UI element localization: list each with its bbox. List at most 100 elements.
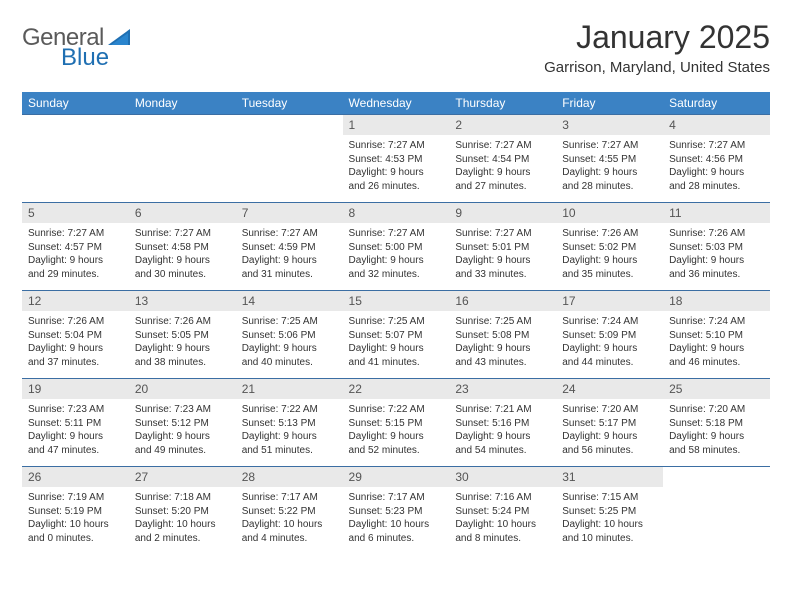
day-cell-25: 25Sunrise: 7:20 AMSunset: 5:18 PMDayligh… bbox=[663, 379, 770, 467]
day-cell-21: 21Sunrise: 7:22 AMSunset: 5:13 PMDayligh… bbox=[236, 379, 343, 467]
day-details: Sunrise: 7:25 AMSunset: 5:06 PMDaylight:… bbox=[236, 311, 343, 375]
day-number: 2 bbox=[449, 115, 556, 135]
day-number: 17 bbox=[556, 291, 663, 311]
title-block: January 2025 Garrison, Maryland, United … bbox=[544, 20, 770, 76]
day-cell-8: 8Sunrise: 7:27 AMSunset: 5:00 PMDaylight… bbox=[343, 203, 450, 291]
day-cell-15: 15Sunrise: 7:25 AMSunset: 5:07 PMDayligh… bbox=[343, 291, 450, 379]
calendar-row: 12Sunrise: 7:26 AMSunset: 5:04 PMDayligh… bbox=[22, 291, 770, 379]
day-number: 21 bbox=[236, 379, 343, 399]
weekday-friday: Friday bbox=[556, 92, 663, 115]
day-number: 24 bbox=[556, 379, 663, 399]
day-number: 13 bbox=[129, 291, 236, 311]
day-cell-2: 2Sunrise: 7:27 AMSunset: 4:54 PMDaylight… bbox=[449, 115, 556, 203]
day-number: 10 bbox=[556, 203, 663, 223]
day-number: 8 bbox=[343, 203, 450, 223]
day-cell-26: 26Sunrise: 7:19 AMSunset: 5:19 PMDayligh… bbox=[22, 467, 129, 555]
day-cell-17: 17Sunrise: 7:24 AMSunset: 5:09 PMDayligh… bbox=[556, 291, 663, 379]
day-details: Sunrise: 7:18 AMSunset: 5:20 PMDaylight:… bbox=[129, 487, 236, 551]
day-number: 11 bbox=[663, 203, 770, 223]
day-details: Sunrise: 7:27 AMSunset: 4:56 PMDaylight:… bbox=[663, 135, 770, 199]
weekday-monday: Monday bbox=[129, 92, 236, 115]
day-cell-14: 14Sunrise: 7:25 AMSunset: 5:06 PMDayligh… bbox=[236, 291, 343, 379]
weekday-sunday: Sunday bbox=[22, 92, 129, 115]
day-cell-30: 30Sunrise: 7:16 AMSunset: 5:24 PMDayligh… bbox=[449, 467, 556, 555]
brand-part2-wrap: Blue bbox=[61, 44, 109, 72]
day-number: 20 bbox=[129, 379, 236, 399]
day-cell-27: 27Sunrise: 7:18 AMSunset: 5:20 PMDayligh… bbox=[129, 467, 236, 555]
day-details: Sunrise: 7:19 AMSunset: 5:19 PMDaylight:… bbox=[22, 487, 129, 551]
day-details: Sunrise: 7:15 AMSunset: 5:25 PMDaylight:… bbox=[556, 487, 663, 551]
day-details: Sunrise: 7:27 AMSunset: 4:59 PMDaylight:… bbox=[236, 223, 343, 287]
day-number: 7 bbox=[236, 203, 343, 223]
day-details: Sunrise: 7:26 AMSunset: 5:03 PMDaylight:… bbox=[663, 223, 770, 287]
day-number: 30 bbox=[449, 467, 556, 487]
day-details: Sunrise: 7:22 AMSunset: 5:13 PMDaylight:… bbox=[236, 399, 343, 463]
day-cell-22: 22Sunrise: 7:22 AMSunset: 5:15 PMDayligh… bbox=[343, 379, 450, 467]
calendar-row: 5Sunrise: 7:27 AMSunset: 4:57 PMDaylight… bbox=[22, 203, 770, 291]
day-details: Sunrise: 7:20 AMSunset: 5:17 PMDaylight:… bbox=[556, 399, 663, 463]
day-details: Sunrise: 7:20 AMSunset: 5:18 PMDaylight:… bbox=[663, 399, 770, 463]
day-cell-7: 7Sunrise: 7:27 AMSunset: 4:59 PMDaylight… bbox=[236, 203, 343, 291]
day-number: 1 bbox=[343, 115, 450, 135]
day-cell-6: 6Sunrise: 7:27 AMSunset: 4:58 PMDaylight… bbox=[129, 203, 236, 291]
day-cell-31: 31Sunrise: 7:15 AMSunset: 5:25 PMDayligh… bbox=[556, 467, 663, 555]
day-number: 9 bbox=[449, 203, 556, 223]
month-title: January 2025 bbox=[544, 20, 770, 55]
day-cell-20: 20Sunrise: 7:23 AMSunset: 5:12 PMDayligh… bbox=[129, 379, 236, 467]
day-number: 15 bbox=[343, 291, 450, 311]
day-number: 6 bbox=[129, 203, 236, 223]
brand-triangle-icon bbox=[108, 27, 130, 50]
weekday-row: SundayMondayTuesdayWednesdayThursdayFrid… bbox=[22, 92, 770, 115]
calendar-row: 19Sunrise: 7:23 AMSunset: 5:11 PMDayligh… bbox=[22, 379, 770, 467]
day-cell-23: 23Sunrise: 7:21 AMSunset: 5:16 PMDayligh… bbox=[449, 379, 556, 467]
day-cell-1: 1Sunrise: 7:27 AMSunset: 4:53 PMDaylight… bbox=[343, 115, 450, 203]
day-cell-4: 4Sunrise: 7:27 AMSunset: 4:56 PMDaylight… bbox=[663, 115, 770, 203]
day-cell-13: 13Sunrise: 7:26 AMSunset: 5:05 PMDayligh… bbox=[129, 291, 236, 379]
day-details: Sunrise: 7:26 AMSunset: 5:05 PMDaylight:… bbox=[129, 311, 236, 375]
location: Garrison, Maryland, United States bbox=[544, 59, 770, 76]
empty-cell bbox=[129, 115, 236, 203]
day-details: Sunrise: 7:27 AMSunset: 4:57 PMDaylight:… bbox=[22, 223, 129, 287]
day-details: Sunrise: 7:21 AMSunset: 5:16 PMDaylight:… bbox=[449, 399, 556, 463]
day-cell-29: 29Sunrise: 7:17 AMSunset: 5:23 PMDayligh… bbox=[343, 467, 450, 555]
day-details: Sunrise: 7:27 AMSunset: 4:53 PMDaylight:… bbox=[343, 135, 450, 199]
day-cell-19: 19Sunrise: 7:23 AMSunset: 5:11 PMDayligh… bbox=[22, 379, 129, 467]
day-number: 31 bbox=[556, 467, 663, 487]
day-details: Sunrise: 7:17 AMSunset: 5:22 PMDaylight:… bbox=[236, 487, 343, 551]
day-cell-3: 3Sunrise: 7:27 AMSunset: 4:55 PMDaylight… bbox=[556, 115, 663, 203]
day-details: Sunrise: 7:24 AMSunset: 5:10 PMDaylight:… bbox=[663, 311, 770, 375]
day-cell-9: 9Sunrise: 7:27 AMSunset: 5:01 PMDaylight… bbox=[449, 203, 556, 291]
day-number: 12 bbox=[22, 291, 129, 311]
calendar-body: 1Sunrise: 7:27 AMSunset: 4:53 PMDaylight… bbox=[22, 115, 770, 555]
day-details: Sunrise: 7:25 AMSunset: 5:07 PMDaylight:… bbox=[343, 311, 450, 375]
day-number: 22 bbox=[343, 379, 450, 399]
day-cell-5: 5Sunrise: 7:27 AMSunset: 4:57 PMDaylight… bbox=[22, 203, 129, 291]
header: General January 2025 Garrison, Maryland,… bbox=[22, 20, 770, 76]
day-details: Sunrise: 7:23 AMSunset: 5:11 PMDaylight:… bbox=[22, 399, 129, 463]
empty-cell bbox=[22, 115, 129, 203]
calendar-table: SundayMondayTuesdayWednesdayThursdayFrid… bbox=[22, 92, 770, 555]
day-number: 19 bbox=[22, 379, 129, 399]
weekday-tuesday: Tuesday bbox=[236, 92, 343, 115]
day-number: 27 bbox=[129, 467, 236, 487]
day-number: 5 bbox=[22, 203, 129, 223]
weekday-saturday: Saturday bbox=[663, 92, 770, 115]
day-number: 3 bbox=[556, 115, 663, 135]
day-details: Sunrise: 7:27 AMSunset: 5:01 PMDaylight:… bbox=[449, 223, 556, 287]
day-cell-12: 12Sunrise: 7:26 AMSunset: 5:04 PMDayligh… bbox=[22, 291, 129, 379]
day-details: Sunrise: 7:22 AMSunset: 5:15 PMDaylight:… bbox=[343, 399, 450, 463]
day-details: Sunrise: 7:16 AMSunset: 5:24 PMDaylight:… bbox=[449, 487, 556, 551]
day-number: 28 bbox=[236, 467, 343, 487]
day-number: 29 bbox=[343, 467, 450, 487]
weekday-thursday: Thursday bbox=[449, 92, 556, 115]
empty-cell bbox=[236, 115, 343, 203]
day-number: 18 bbox=[663, 291, 770, 311]
day-details: Sunrise: 7:25 AMSunset: 5:08 PMDaylight:… bbox=[449, 311, 556, 375]
calendar-row: 1Sunrise: 7:27 AMSunset: 4:53 PMDaylight… bbox=[22, 115, 770, 203]
day-details: Sunrise: 7:27 AMSunset: 4:58 PMDaylight:… bbox=[129, 223, 236, 287]
day-cell-18: 18Sunrise: 7:24 AMSunset: 5:10 PMDayligh… bbox=[663, 291, 770, 379]
page: General January 2025 Garrison, Maryland,… bbox=[0, 0, 792, 612]
day-number: 14 bbox=[236, 291, 343, 311]
day-cell-28: 28Sunrise: 7:17 AMSunset: 5:22 PMDayligh… bbox=[236, 467, 343, 555]
day-details: Sunrise: 7:26 AMSunset: 5:04 PMDaylight:… bbox=[22, 311, 129, 375]
